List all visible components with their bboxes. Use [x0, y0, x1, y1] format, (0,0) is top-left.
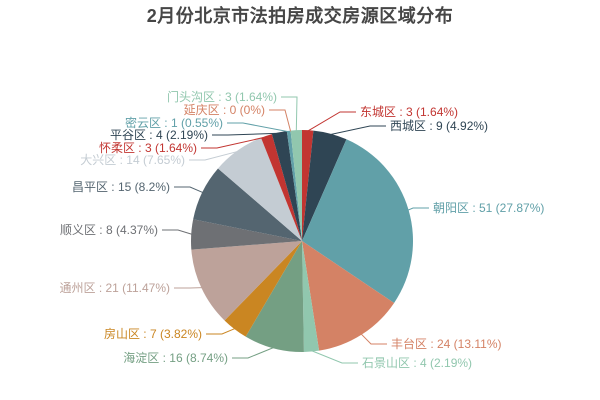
- slice-label-平谷区: 平谷区 : 4 (2.19%): [110, 128, 208, 142]
- slice-leader-海淀区: [232, 346, 275, 359]
- slice-leader-昌平区: [174, 186, 204, 194]
- slice-label-东城区: 东城区 : 3 (1.64%): [360, 105, 458, 119]
- pie-slice-通州区[interactable]: [191, 241, 302, 321]
- pie-slice-顺义区[interactable]: [191, 219, 302, 250]
- slice-leader-西城区: [329, 125, 386, 136]
- slice-label-顺义区: 顺义区 : 8 (4.37%): [60, 223, 158, 237]
- slice-label-房山区: 房山区 : 7 (3.82%): [104, 326, 202, 341]
- pie-slice-平谷区[interactable]: [271, 131, 302, 241]
- slice-label-昌平区: 昌平区 : 15 (8.2%): [72, 180, 170, 194]
- slice-label-西城区: 西城区 : 9 (4.92%): [390, 119, 488, 133]
- slice-leader-丰台区: [360, 333, 387, 345]
- pie-slice-东城区[interactable]: [302, 130, 314, 241]
- slice-leader-延庆区: [269, 109, 292, 132]
- pie-slice-丰台区[interactable]: [302, 241, 395, 351]
- slice-label-怀柔区: 怀柔区 : 3 (1.64%): [99, 141, 197, 155]
- slice-leader-门头沟区: [281, 96, 298, 132]
- slice-label-石景山区: 石景山区 : 4 (2.19%): [362, 356, 472, 370]
- slice-leader-顺义区: [162, 229, 193, 235]
- pie-slice-大兴区[interactable]: [218, 137, 302, 241]
- slice-label-通州区: 通州区 : 21 (11.47%): [60, 281, 171, 295]
- slice-leader-房山区: [206, 327, 236, 335]
- pie-slice-石景山区[interactable]: [302, 241, 320, 352]
- slice-leader-朝阳区: [407, 207, 429, 211]
- chart-title: 2月份北京市法拍房成交房源区域分布: [146, 6, 454, 26]
- slice-label-延庆区: 延庆区 : 0 (0%): [184, 103, 265, 117]
- slice-leader-怀柔区: [201, 136, 267, 149]
- slice-label-丰台区: 丰台区 : 24 (13.11%): [391, 336, 502, 351]
- pie-slice-西城区[interactable]: [302, 130, 347, 241]
- pie-slice-海淀区[interactable]: [245, 241, 304, 352]
- pie-slice-密云区[interactable]: [286, 130, 302, 241]
- pie-slice-门头沟区[interactable]: [290, 130, 302, 241]
- slice-label-海淀区: 海淀区 : 16 (8.74%): [123, 350, 228, 365]
- slice-label-门头沟区: 门头沟区 : 3 (1.64%): [167, 89, 277, 104]
- slice-label-朝阳区: 朝阳区 : 51 (27.87%): [433, 201, 544, 215]
- slice-leader-石景山区: [311, 350, 358, 364]
- slice-leader-大兴区: [189, 150, 239, 161]
- pie-slice-怀柔区[interactable]: [261, 134, 302, 241]
- slice-leader-密云区: [227, 122, 289, 133]
- slice-leader-东城区: [307, 111, 356, 132]
- pie-slice-房山区[interactable]: [224, 241, 302, 337]
- slice-leader-平谷区: [212, 132, 280, 136]
- slice-label-密云区: 密云区 : 1 (0.55%): [125, 115, 223, 130]
- pie-slice-朝阳区[interactable]: [302, 139, 413, 303]
- pie-slice-昌平区[interactable]: [193, 168, 302, 241]
- slice-label-大兴区: 大兴区 : 14 (7.65%): [80, 153, 185, 167]
